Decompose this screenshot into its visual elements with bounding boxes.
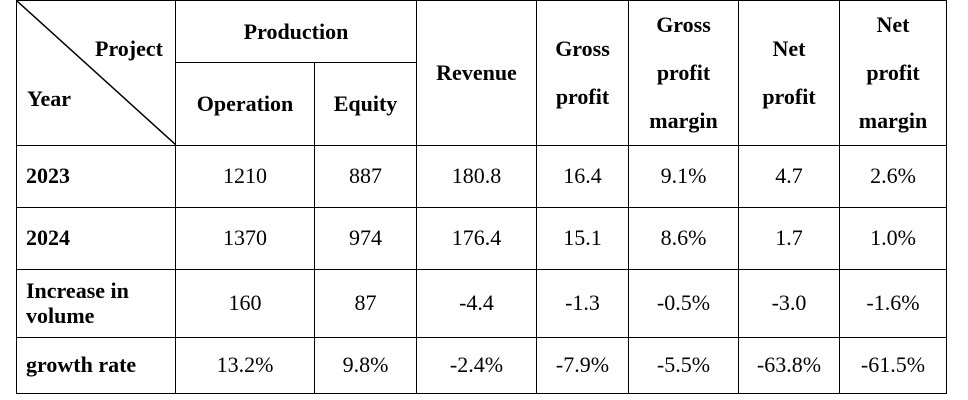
net-profit-header: Net profit — [738, 0, 840, 146]
npm-header-line3: margin — [858, 108, 928, 133]
net-profit-margin-header: Net profit margin — [839, 0, 947, 146]
revenue-header: Revenue — [416, 0, 537, 146]
corner-year-label: Year — [27, 86, 71, 111]
cell-revenue: -2.4% — [416, 337, 537, 394]
row-label-2024: 2024 — [16, 207, 176, 270]
cell-net-profit: 4.7 — [738, 145, 840, 208]
net-profit-header-line1: Net — [772, 36, 806, 61]
equity-subheader: Equity — [314, 62, 417, 146]
cell-revenue: -4.4 — [416, 269, 537, 338]
table-row: growth rate 13.2% 9.8% -2.4% -7.9% -5.5%… — [16, 337, 947, 394]
cell-net-profit-margin: 2.6% — [839, 145, 947, 208]
cell-equity: 974 — [314, 207, 417, 270]
cell-gross-profit-margin: 8.6% — [628, 207, 739, 270]
cell-equity: 87 — [314, 269, 417, 338]
gross-profit-header-line1: Gross — [555, 36, 610, 61]
row-label-growth-rate: growth rate — [16, 337, 176, 394]
cell-gross-profit-margin: -5.5% — [628, 337, 739, 394]
gpm-header-line1: Gross — [656, 12, 711, 37]
cell-gross-profit-margin: 9.1% — [628, 145, 739, 208]
financial-table: Project Year Production Revenue Gross pr… — [16, 0, 947, 394]
cell-gross-profit: -7.9% — [536, 337, 629, 394]
production-group-header: Production — [175, 0, 417, 64]
corner-project-label: Project — [95, 36, 163, 61]
cell-operation: 1210 — [175, 145, 315, 208]
gross-profit-header: Gross profit — [536, 0, 629, 146]
gross-profit-header-line2: profit — [555, 84, 610, 109]
table-row: Increase in volume 160 87 -4.4 -1.3 -0.5… — [16, 269, 947, 338]
cell-equity: 9.8% — [314, 337, 417, 394]
cell-operation: 13.2% — [175, 337, 315, 394]
cell-operation: 160 — [175, 269, 315, 338]
npm-header-line2: profit — [866, 60, 920, 85]
cell-net-profit: 1.7 — [738, 207, 840, 270]
row-label-increase-line1: Increase in — [26, 278, 129, 304]
cell-equity: 887 — [314, 145, 417, 208]
cell-revenue: 180.8 — [416, 145, 537, 208]
row-label-2023: 2023 — [16, 145, 176, 208]
cell-revenue: 176.4 — [416, 207, 537, 270]
cell-gross-profit: 15.1 — [536, 207, 629, 270]
corner-header-cell: Project Year — [16, 0, 176, 146]
gpm-header-line3: margin — [649, 108, 718, 133]
cell-net-profit-margin: -61.5% — [839, 337, 947, 394]
cell-gross-profit: 16.4 — [536, 145, 629, 208]
row-label-increase: Increase in volume — [16, 269, 176, 338]
cell-net-profit: -63.8% — [738, 337, 840, 394]
cell-gross-profit: -1.3 — [536, 269, 629, 338]
gross-profit-margin-header: Gross profit margin — [628, 0, 739, 146]
cell-net-profit: -3.0 — [738, 269, 840, 338]
net-profit-header-line2: profit — [762, 84, 816, 109]
cell-gross-profit-margin: -0.5% — [628, 269, 739, 338]
cell-net-profit-margin: -1.6% — [839, 269, 947, 338]
diagonal-divider — [17, 1, 176, 145]
operation-subheader: Operation — [175, 62, 315, 146]
table-row: 2023 1210 887 180.8 16.4 9.1% 4.7 2.6% — [16, 145, 947, 208]
cell-operation: 1370 — [175, 207, 315, 270]
gpm-header-line2: profit — [656, 60, 711, 85]
cell-net-profit-margin: 1.0% — [839, 207, 947, 270]
row-label-increase-line2: volume — [26, 303, 95, 329]
table-row: 2024 1370 974 176.4 15.1 8.6% 1.7 1.0% — [16, 207, 947, 270]
npm-header-line1: Net — [876, 12, 910, 37]
